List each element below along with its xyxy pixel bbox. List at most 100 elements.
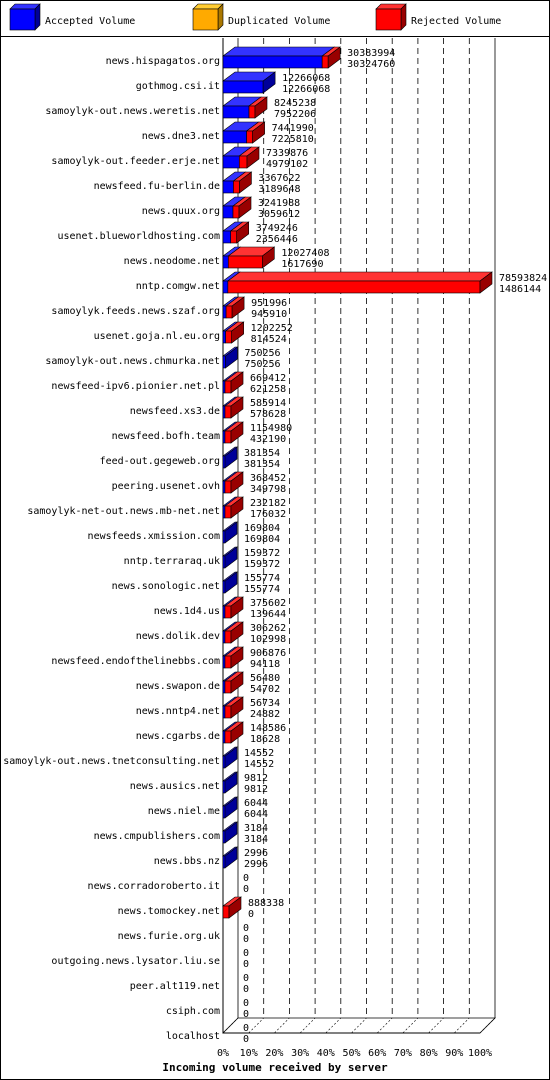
bar-rejected — [225, 330, 232, 344]
value-label-total: 56734 — [250, 698, 280, 709]
x-tick-label: 60% — [368, 1048, 386, 1059]
value-label-total: 951996 — [251, 298, 287, 309]
bar-accepted — [222, 230, 232, 244]
bar-rejected — [227, 255, 263, 269]
value-label-accepted: 432190 — [250, 434, 286, 445]
category-label: news.swapon.de — [136, 681, 220, 692]
value-label-accepted: 2996 — [244, 859, 268, 870]
x-tick-label: 40% — [317, 1048, 335, 1059]
floor-gridline — [274, 1017, 290, 1034]
value-label-total: 906876 — [250, 648, 286, 659]
value-label-accepted: 349798 — [250, 484, 286, 495]
bar-rejected — [238, 155, 248, 169]
value-label-accepted: 0 — [243, 984, 249, 995]
bar-rejected — [224, 380, 232, 394]
bar-accepted — [222, 480, 226, 494]
bar-rejected — [227, 280, 481, 294]
value-label-accepted: 7952206 — [274, 109, 316, 120]
bar-rejected — [224, 630, 232, 644]
bar-rejected — [222, 905, 230, 919]
value-label-accepted: 3189648 — [258, 184, 300, 195]
bar-end-side — [230, 371, 244, 394]
value-label-accepted: 94118 — [250, 659, 280, 670]
value-label-accepted: 0 — [243, 934, 249, 945]
value-label-accepted: 4979102 — [266, 159, 308, 170]
x-tick-label: 70% — [394, 1048, 412, 1059]
bar-accepted — [222, 105, 250, 119]
category-label: news.nntp4.net — [136, 706, 220, 717]
category-label: peer.alt119.net — [130, 981, 220, 992]
category-label: news.tomockey.net — [118, 906, 220, 917]
value-label-accepted: 12266068 — [282, 84, 330, 95]
value-label-accepted: 54702 — [250, 684, 280, 695]
bar-end-side — [230, 396, 244, 419]
floor-gridline — [351, 1017, 367, 1034]
bar-rejected — [225, 305, 233, 319]
bar-end-side — [230, 621, 244, 644]
bar-rejected — [224, 730, 232, 744]
bar-end-side — [479, 271, 493, 294]
value-label-total: 3241988 — [258, 198, 300, 209]
bar-end-side — [252, 121, 265, 144]
value-label-total: 78593824 — [499, 273, 547, 284]
bar-accepted — [222, 355, 226, 369]
category-label: news.dne3.net — [142, 131, 220, 142]
value-label-accepted: 0 — [243, 959, 249, 970]
value-label-accepted: 6044 — [244, 809, 268, 820]
category-label: news.cgarbs.de — [136, 731, 220, 742]
bar-end-side — [224, 796, 238, 819]
bar-accepted — [222, 330, 226, 344]
value-label-total: 750256 — [244, 348, 280, 359]
category-label: news.ausics.net — [130, 781, 220, 792]
value-label-total: 368452 — [250, 473, 286, 484]
value-label-accepted: 139644 — [250, 609, 286, 620]
category-label: csiph.com — [166, 1006, 220, 1017]
x-tick-label: 30% — [291, 1048, 309, 1059]
value-label-accepted: 750256 — [244, 359, 280, 370]
x-tick-label: 90% — [445, 1048, 463, 1059]
category-label: news.quux.org — [142, 206, 220, 217]
bar-end-side — [230, 646, 244, 669]
bar-end-side — [230, 496, 244, 519]
bar-end-side — [262, 71, 276, 94]
bar-end-side — [231, 296, 245, 319]
value-label-accepted: 0 — [243, 884, 249, 895]
floor-gridline — [402, 1017, 419, 1034]
bar-rejected — [224, 405, 232, 419]
value-label-accepted: 3059612 — [258, 209, 300, 220]
bar-end-side — [224, 746, 238, 769]
bar-end-side — [236, 221, 250, 244]
legend-swatch-side — [34, 3, 41, 31]
value-label-total: 3749246 — [256, 223, 298, 234]
value-label-total: 669412 — [250, 373, 286, 384]
value-label-total: 169804 — [244, 523, 280, 534]
category-label: samoylyk-out.news.weretis.net — [45, 106, 220, 117]
value-label-total: 8245238 — [274, 98, 316, 109]
value-label-accepted: 0 — [248, 909, 254, 920]
category-label: samoylyk-out.feeder.erje.net — [51, 156, 220, 167]
value-label-total: 159372 — [244, 548, 280, 559]
floor-gridline — [325, 1017, 342, 1034]
bar-end-side — [239, 171, 252, 194]
category-label: nntp.terraraq.uk — [124, 556, 220, 567]
value-label-accepted: 155774 — [244, 584, 280, 595]
category-label: news.1d4.us — [154, 606, 220, 617]
category-label: news.bbs.nz — [154, 856, 220, 867]
category-label: samoylyk-out.news.chmurka.net — [45, 356, 220, 367]
plot-floor — [222, 1017, 496, 1034]
category-label: newsfeed.fu-berlin.de — [94, 181, 220, 192]
bar-end-side — [224, 446, 238, 469]
bar-end-side — [224, 821, 238, 844]
bar-accepted — [222, 130, 247, 144]
x-tick-label: 0% — [217, 1048, 229, 1059]
bar-accepted — [222, 180, 234, 194]
category-label: samoylyk-net-out.news.mb-net.net — [27, 506, 220, 517]
bar-end-side — [225, 346, 238, 369]
category-label: peering.usenet.ovh — [112, 481, 220, 492]
floor-gridline — [299, 1017, 316, 1034]
bar-accepted — [222, 55, 323, 69]
floor-gridline — [479, 1017, 496, 1034]
value-label-accepted: 1486144 — [499, 284, 541, 295]
